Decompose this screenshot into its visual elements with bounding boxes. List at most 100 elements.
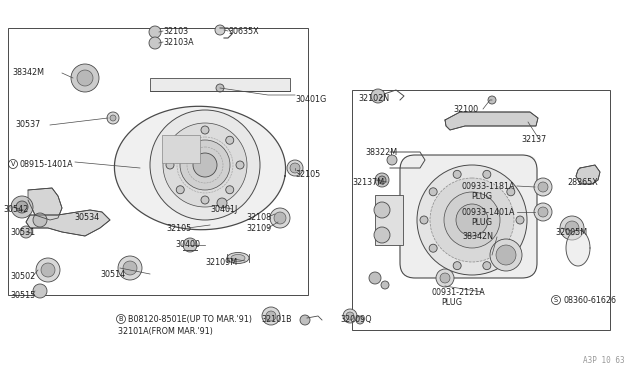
Text: 00931-2121A: 00931-2121A — [432, 288, 486, 297]
Text: V: V — [11, 161, 15, 167]
Circle shape — [560, 216, 584, 240]
Circle shape — [300, 315, 310, 325]
Text: 00933-1181A: 00933-1181A — [462, 182, 515, 191]
Text: 30534: 30534 — [74, 213, 99, 222]
Circle shape — [420, 216, 428, 224]
Text: B: B — [119, 316, 124, 322]
Text: 32102N: 32102N — [358, 94, 389, 103]
Circle shape — [483, 262, 491, 270]
Text: 08915-1401A: 08915-1401A — [20, 160, 74, 169]
Circle shape — [118, 256, 142, 280]
Circle shape — [193, 153, 217, 177]
Circle shape — [456, 204, 488, 236]
Bar — [352, 90, 610, 330]
Circle shape — [440, 273, 450, 283]
Text: PLUG: PLUG — [441, 298, 462, 307]
Circle shape — [516, 216, 524, 224]
Text: PLUG: PLUG — [471, 218, 492, 227]
Text: 32137M: 32137M — [352, 178, 384, 187]
Polygon shape — [398, 155, 538, 278]
Circle shape — [216, 84, 224, 92]
Text: 30502: 30502 — [10, 272, 35, 281]
Circle shape — [71, 64, 99, 92]
Text: 30515: 30515 — [10, 291, 35, 300]
Circle shape — [356, 316, 364, 324]
Text: PLUG: PLUG — [471, 192, 492, 201]
Circle shape — [33, 213, 47, 227]
Text: 32109M: 32109M — [205, 258, 237, 267]
Text: 30514: 30514 — [100, 270, 125, 279]
Text: 00933-1401A: 00933-1401A — [462, 208, 515, 217]
Circle shape — [123, 261, 137, 275]
Circle shape — [11, 196, 33, 218]
Circle shape — [226, 186, 234, 194]
Circle shape — [507, 244, 515, 252]
Text: 32101A(FROM MAR.'91): 32101A(FROM MAR.'91) — [118, 327, 213, 336]
Circle shape — [290, 163, 300, 173]
Circle shape — [371, 89, 385, 103]
Circle shape — [33, 284, 47, 298]
Circle shape — [149, 26, 161, 38]
Circle shape — [274, 212, 286, 224]
Circle shape — [538, 182, 548, 192]
Polygon shape — [115, 106, 285, 230]
Circle shape — [270, 208, 290, 228]
Bar — [8, 28, 308, 295]
Circle shape — [16, 201, 28, 213]
Circle shape — [381, 281, 389, 289]
Text: 30400: 30400 — [175, 240, 200, 249]
Text: 32105: 32105 — [295, 170, 320, 179]
Circle shape — [343, 309, 357, 323]
Circle shape — [215, 25, 225, 35]
Circle shape — [496, 245, 516, 265]
Circle shape — [444, 192, 500, 248]
Text: 30537: 30537 — [15, 120, 40, 129]
Circle shape — [378, 176, 386, 184]
Text: S: S — [554, 297, 558, 303]
Circle shape — [417, 165, 527, 275]
Circle shape — [369, 272, 381, 284]
Circle shape — [436, 269, 454, 287]
FancyBboxPatch shape — [400, 155, 537, 278]
Circle shape — [346, 312, 354, 320]
Ellipse shape — [227, 253, 249, 263]
Bar — [150, 78, 290, 91]
Circle shape — [176, 186, 184, 194]
Circle shape — [287, 160, 303, 176]
Polygon shape — [576, 165, 600, 184]
Text: A3P 10 63: A3P 10 63 — [584, 356, 625, 365]
Text: 32005M: 32005M — [555, 228, 587, 237]
Text: 08360-61626: 08360-61626 — [563, 296, 616, 305]
Text: 32100: 32100 — [453, 105, 478, 114]
Circle shape — [429, 188, 437, 196]
Text: 30531: 30531 — [10, 228, 35, 237]
Circle shape — [20, 226, 32, 238]
Circle shape — [226, 136, 234, 144]
Circle shape — [163, 123, 247, 207]
Circle shape — [534, 203, 552, 221]
Circle shape — [429, 244, 437, 252]
Text: 28365X: 28365X — [567, 178, 598, 187]
Text: 32105: 32105 — [166, 224, 191, 233]
Circle shape — [507, 188, 515, 196]
Ellipse shape — [231, 254, 245, 262]
Text: 32101B: 32101B — [261, 315, 292, 324]
Text: 38342N: 38342N — [462, 232, 493, 241]
Text: 30542: 30542 — [3, 205, 28, 214]
Text: 30635X: 30635X — [228, 27, 259, 36]
Text: 32137: 32137 — [521, 135, 547, 144]
Circle shape — [374, 227, 390, 243]
Circle shape — [36, 258, 60, 282]
Circle shape — [236, 161, 244, 169]
Text: 32009Q: 32009Q — [340, 315, 372, 324]
Text: B08120-8501E(UP TO MAR.'91): B08120-8501E(UP TO MAR.'91) — [128, 315, 252, 324]
Text: 32103: 32103 — [163, 27, 188, 36]
Circle shape — [183, 238, 197, 252]
Polygon shape — [566, 230, 590, 266]
Circle shape — [180, 140, 230, 190]
Circle shape — [483, 170, 491, 178]
Polygon shape — [28, 188, 62, 220]
Circle shape — [41, 263, 55, 277]
Circle shape — [217, 198, 227, 208]
Polygon shape — [445, 112, 538, 130]
